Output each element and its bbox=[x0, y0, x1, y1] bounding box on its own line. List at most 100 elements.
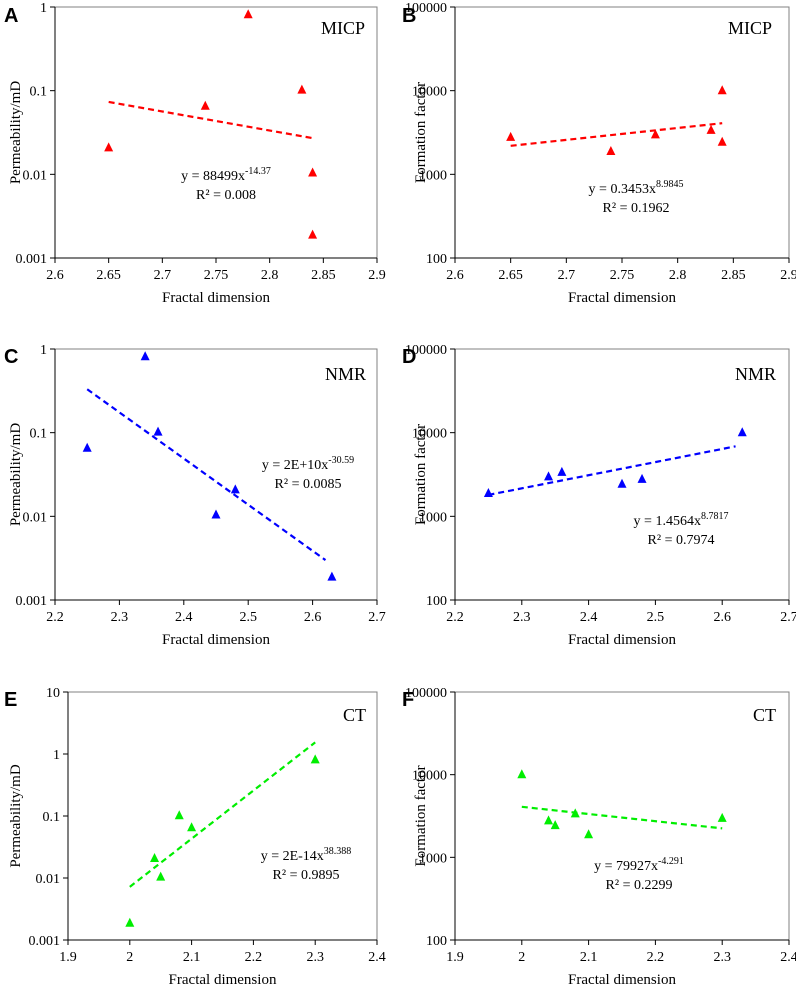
data-point-triangle bbox=[327, 571, 337, 581]
data-point-triangle bbox=[706, 124, 716, 134]
x-tick-label: 2.6 bbox=[304, 610, 322, 625]
y-tick-label: 1 bbox=[53, 748, 60, 763]
plot-frame bbox=[454, 691, 790, 941]
equation-base: y = 79927x bbox=[594, 859, 658, 874]
data-point-triangle bbox=[637, 473, 647, 483]
x-tick-label: 2.7 bbox=[558, 268, 576, 283]
x-axis-title: Fractal dimension bbox=[568, 632, 676, 648]
y-tick-label: 0.1 bbox=[30, 427, 48, 442]
x-tick-label: 2.6 bbox=[446, 268, 464, 283]
x-tick-label: 2.85 bbox=[721, 268, 746, 283]
x-tick-label: 2.65 bbox=[96, 268, 121, 283]
x-tick-label: 2.4 bbox=[175, 610, 193, 625]
y-tick-label: 1000 bbox=[419, 851, 447, 866]
panel-d: 2.2 2.3 2.4 2.5 2.6 2.7 100 1000 10000 100000 Frac… bbox=[402, 343, 796, 648]
data-point-triangle bbox=[200, 100, 210, 110]
equation-base: y = 2E+10x bbox=[262, 458, 328, 473]
x-tick-label: 2.7 bbox=[368, 610, 386, 625]
data-point-triangle bbox=[550, 820, 560, 830]
y-tick-label: 0.001 bbox=[16, 252, 48, 267]
data-point-triangle bbox=[584, 829, 594, 839]
x-tick-label: 2.2 bbox=[245, 950, 263, 965]
y-tick-label: 1 bbox=[40, 343, 47, 358]
x-tick-label: 2.5 bbox=[647, 610, 665, 625]
y-axis-title: Permeability/mD bbox=[8, 764, 24, 867]
r-squared: R² = 0.2299 bbox=[606, 878, 673, 893]
method-label: MICP bbox=[321, 18, 365, 38]
data-point-triangle bbox=[506, 131, 516, 141]
data-point-triangle bbox=[308, 167, 318, 177]
x-tick-label: 2.75 bbox=[610, 268, 635, 283]
x-tick-label: 2.4 bbox=[580, 610, 598, 625]
plot-frame bbox=[54, 6, 378, 259]
equation-exponent: 38.388 bbox=[324, 846, 352, 857]
r-squared: R² = 0.1962 bbox=[603, 201, 670, 216]
y-tick-label: 0.01 bbox=[23, 510, 48, 525]
x-tick-label: 1.9 bbox=[59, 950, 77, 965]
x-tick-label: 2.2 bbox=[647, 950, 665, 965]
method-label: NMR bbox=[735, 364, 776, 384]
y-tick-label: 10000 bbox=[412, 85, 447, 100]
y-tick-label: 100000 bbox=[405, 686, 447, 701]
r-squared: R² = 0.7974 bbox=[648, 533, 715, 548]
x-tick-label: 1.9 bbox=[446, 950, 464, 965]
x-axis-title: Fractal dimension bbox=[169, 972, 277, 988]
plot-frame bbox=[454, 6, 790, 259]
equation-exponent: 8.7817 bbox=[701, 511, 729, 522]
panel-letter: B bbox=[402, 5, 416, 27]
equation-base: y = 1.4564x bbox=[634, 514, 701, 529]
data-point-triangle bbox=[230, 484, 240, 494]
x-tick-label: 2.85 bbox=[311, 268, 336, 283]
panel-b: 2.6 2.65 2.7 2.75 2.8 2.85 2.9 100 1000 10000 1000… bbox=[402, 1, 796, 306]
plot-frame bbox=[54, 348, 378, 601]
x-tick-label: 2.8 bbox=[669, 268, 687, 283]
data-point-triangle bbox=[717, 136, 727, 146]
y-axis-title: Formation factor bbox=[413, 424, 429, 525]
x-tick-label: 2.1 bbox=[580, 950, 598, 965]
trend-equation: y = 79927x-4.291 bbox=[594, 856, 684, 874]
y-axis-title: Formation factor bbox=[413, 765, 429, 866]
trend-equation: y = 2E+10x-30.59 bbox=[262, 455, 354, 473]
x-axis-title: Fractal dimension bbox=[568, 290, 676, 306]
trend-line bbox=[108, 100, 313, 140]
x-tick-label: 2.8 bbox=[261, 268, 279, 283]
panel-e: 1.9 2 2.1 2.2 2.3 2.4 0.001 0.01 0.1 1 10 Fractal d… bbox=[4, 686, 386, 988]
panel-letter: C bbox=[4, 346, 18, 368]
data-point-triangle bbox=[650, 129, 660, 139]
x-axis-title: Fractal dimension bbox=[162, 632, 270, 648]
x-tick-label: 2.65 bbox=[498, 268, 523, 283]
data-point-triangle bbox=[156, 871, 166, 881]
y-axis-title: Permeability/mD bbox=[8, 423, 24, 526]
y-axis-title: Formation factor bbox=[413, 82, 429, 183]
x-tick-label: 2.3 bbox=[713, 950, 731, 965]
data-point-triangle bbox=[125, 917, 135, 927]
panel-c: 2.2 2.3 2.4 2.5 2.6 2.7 0.001 0.01 0.1 1 Fractal d… bbox=[4, 343, 386, 648]
trend-line bbox=[129, 741, 316, 888]
trend-line bbox=[86, 388, 327, 561]
data-point-triangle bbox=[310, 754, 320, 764]
r-squared: R² = 0.008 bbox=[196, 188, 256, 203]
y-tick-label: 10000 bbox=[412, 427, 447, 442]
y-tick-label: 10000 bbox=[412, 769, 447, 784]
y-tick-label: 1000 bbox=[419, 168, 447, 183]
x-tick-label: 2.4 bbox=[780, 950, 796, 965]
data-point-triangle bbox=[717, 812, 727, 822]
panel-letter: D bbox=[402, 346, 416, 368]
equation-exponent: -14.37 bbox=[245, 166, 271, 177]
x-tick-label: 2 bbox=[126, 950, 133, 965]
panel-f: 1.9 2 2.1 2.2 2.3 2.4 100 1000 10000 100000 Fracta… bbox=[402, 686, 796, 988]
equation-exponent: 8.9845 bbox=[656, 179, 684, 190]
x-tick-label: 2.2 bbox=[446, 610, 464, 625]
r-squared: R² = 0.9895 bbox=[273, 868, 340, 883]
data-point-triangle bbox=[617, 478, 627, 488]
x-tick-label: 2.1 bbox=[183, 950, 201, 965]
data-point-triangle bbox=[211, 509, 221, 519]
x-tick-label: 2.9 bbox=[780, 268, 796, 283]
y-tick-label: 0.01 bbox=[36, 872, 61, 887]
data-point-triangle bbox=[544, 471, 554, 481]
y-tick-label: 0.1 bbox=[30, 85, 48, 100]
data-point-triangle bbox=[717, 85, 727, 95]
data-point-triangle bbox=[308, 229, 318, 239]
x-tick-label: 2.9 bbox=[368, 268, 386, 283]
